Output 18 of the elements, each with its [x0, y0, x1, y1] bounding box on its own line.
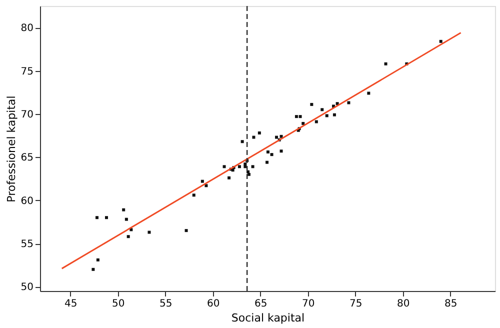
x-tick-label: 55 — [160, 298, 172, 310]
x-tick-label: 50 — [112, 298, 125, 310]
y-axis-title: Professionel kapital — [4, 96, 18, 202]
x-tick-label: 65 — [254, 298, 268, 310]
x-tick-label: 85 — [444, 298, 458, 310]
y-tick-label: 65 — [20, 152, 34, 164]
x-tick-label: 75 — [350, 298, 362, 310]
x-tick-label: 60 — [207, 298, 220, 310]
x-tick-label: 70 — [302, 298, 315, 310]
y-tick-label: 80 — [20, 23, 34, 34]
y-tick-label: 70 — [20, 109, 34, 120]
x-tick-label: 80 — [396, 298, 410, 310]
y-tick-label: 60 — [20, 196, 34, 207]
y-tick-label: 55 — [20, 239, 34, 250]
x-axis-title: Social kapital — [231, 312, 305, 324]
y-tick-label: 50 — [20, 282, 34, 294]
x-tick-label: 45 — [64, 298, 78, 310]
y-tick-label: 75 — [20, 66, 34, 78]
